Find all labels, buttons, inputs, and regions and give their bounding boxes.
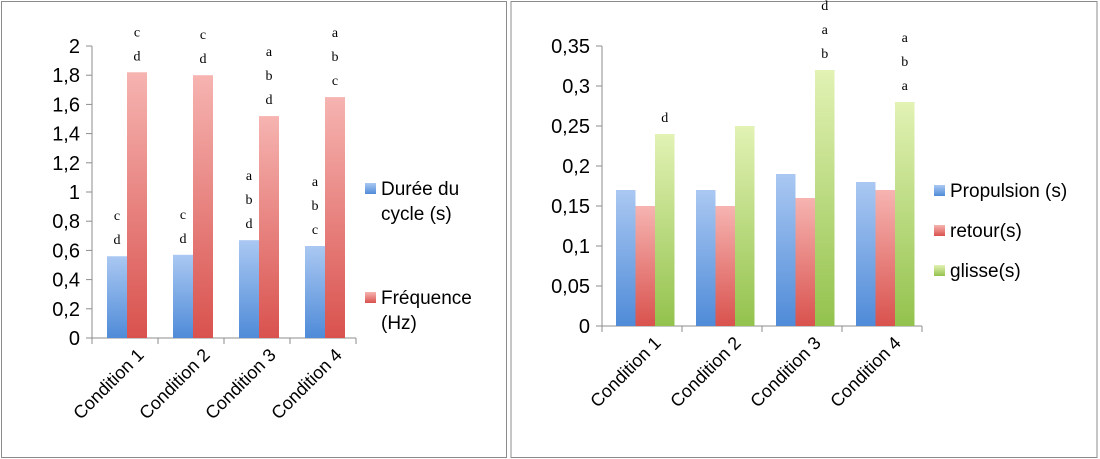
legend-swatch-blue <box>934 185 945 196</box>
bar-blue <box>776 174 796 326</box>
y-tick-label: 0,15 <box>551 196 590 218</box>
significance-letter: b <box>901 55 908 70</box>
y-tick-label: 0,2 <box>52 299 80 321</box>
bar-green <box>735 126 755 326</box>
legend-label: (Hz) <box>381 313 417 334</box>
x-category-label: Condition 1 <box>69 345 148 424</box>
x-category-label: Condition 1 <box>586 333 665 412</box>
legend-swatch-red <box>934 225 945 236</box>
chart-propulsion-phases: 00,050,10,150,20,250,30,35dabdababaCondi… <box>510 0 1098 458</box>
significance-letter: b <box>246 193 253 208</box>
y-tick-label: 0,2 <box>562 156 590 178</box>
legend-swatch-red <box>365 292 376 303</box>
significance-letter: b <box>821 47 828 62</box>
bar-green <box>895 102 915 326</box>
significance-letter: a <box>332 26 339 41</box>
y-tick-label: 1,8 <box>52 65 80 87</box>
significance-letter: d <box>661 111 668 126</box>
chart-left-panel: 0 0,2 0,4 0,6 0,8 1 1,2 1,4 1,6 1,8 2 c d c d a b d a b c c d c… <box>0 0 508 459</box>
significance-letter: a <box>246 169 253 184</box>
y-tick-label: 2 <box>69 36 80 58</box>
y-tick-label: 1,2 <box>52 153 80 175</box>
significance-letter: a <box>266 45 273 60</box>
y-tick-label: 1 <box>69 182 80 204</box>
significance-letter: d <box>821 0 828 14</box>
significance-letter: c <box>114 209 120 224</box>
significance-letter: d <box>114 233 121 248</box>
y-tick-label: 0,1 <box>562 236 590 258</box>
significance-letter: c <box>134 25 140 40</box>
bar-red <box>715 206 735 326</box>
y-tick-label: 0,25 <box>551 116 590 138</box>
bar-red <box>193 75 213 338</box>
significance-letter: a <box>312 175 319 190</box>
x-category-label: Condition 2 <box>666 333 745 412</box>
legend-swatch-blue <box>365 183 376 194</box>
bar-blue <box>856 182 876 326</box>
significance-letter: b <box>312 199 319 214</box>
significance-letter: d <box>200 52 207 67</box>
y-tick-label: 0,4 <box>52 270 80 292</box>
y-tick-label: 1,6 <box>52 94 80 116</box>
y-tick-label: 0,05 <box>551 276 590 298</box>
legend-swatch-green <box>934 265 945 276</box>
significance-letter: d <box>246 217 253 232</box>
significance-letter: d <box>266 93 273 108</box>
legend-label: Durée du <box>381 179 459 200</box>
bar-green <box>655 134 675 326</box>
significance-letter: c <box>312 223 318 238</box>
x-category-label: Condition 4 <box>826 333 905 412</box>
bar-red <box>795 198 815 326</box>
x-category-label: Condition 3 <box>201 345 280 424</box>
x-category-label: Condition 2 <box>135 345 214 424</box>
y-tick-label: 0,35 <box>551 36 590 58</box>
chart-frame <box>1 1 507 458</box>
significance-letter: a <box>822 23 829 38</box>
significance-letter: d <box>180 232 187 247</box>
y-tick-label: 0 <box>69 328 80 350</box>
bar-red <box>127 72 147 338</box>
bar-blue <box>696 190 716 326</box>
x-category-label: Condition 4 <box>267 345 346 424</box>
significance-letter: b <box>332 50 339 65</box>
bar-green <box>815 70 835 326</box>
legend-label: retour(s) <box>950 221 1022 242</box>
significance-letter: a <box>902 31 909 46</box>
significance-letter: b <box>266 69 273 84</box>
bar-blue <box>173 254 193 338</box>
significance-letter: c <box>200 28 206 43</box>
bar-red <box>259 116 279 338</box>
legend-label: Propulsion (s) <box>950 181 1067 202</box>
y-tick-label: 1,4 <box>52 124 80 146</box>
chart-frame <box>510 1 1098 458</box>
x-category-label: Condition 3 <box>746 333 825 412</box>
legend-label: Fréquence <box>381 288 472 309</box>
bar-blue <box>239 240 259 338</box>
y-tick-label: 0 <box>579 316 590 338</box>
significance-letter: a <box>902 79 909 94</box>
bar-blue <box>616 190 636 326</box>
y-tick-label: 0,6 <box>52 240 80 262</box>
legend-label: cycle (s) <box>381 204 452 225</box>
y-tick-label: 0,8 <box>52 211 80 233</box>
bar-red <box>635 206 655 326</box>
bar-blue <box>107 256 127 338</box>
chart-cycle-frequency: 00,20,40,60,811,21,41,61,82cdcdabdabccdc… <box>1 1 507 458</box>
significance-letter: c <box>180 208 186 223</box>
bar-red <box>875 190 895 326</box>
chart-propulsion-phases-panel: 00,050,10,150,20,250,30,35dabdababaCondi… <box>510 0 1098 459</box>
significance-letter: d <box>134 49 141 64</box>
y-tick-label: 0,3 <box>562 76 590 98</box>
bar-blue <box>305 246 325 338</box>
significance-letter: c <box>332 74 338 89</box>
legend-label: glisse(s) <box>950 261 1021 282</box>
bar-red <box>325 97 345 338</box>
